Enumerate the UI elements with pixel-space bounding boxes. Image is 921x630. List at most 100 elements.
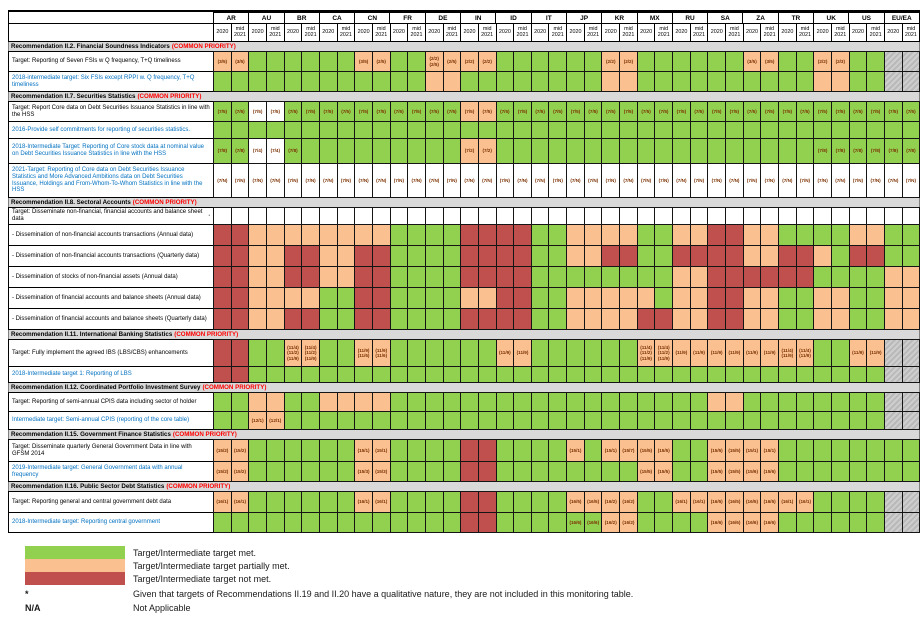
cell-JP-2020	[566, 266, 585, 288]
legend: Target/Intermediate target met. Target/I…	[25, 546, 633, 613]
cell-IT-2020	[530, 138, 550, 164]
cell-ZA-2020	[742, 138, 762, 164]
year-header-br-2020: 2020	[283, 23, 303, 42]
cell-CN-mid2021: (7/N)	[371, 163, 391, 198]
year-header-ca-mid2021: mid 2021	[336, 23, 356, 42]
table-row: 2021-Target: Reporting of Core data on D…	[8, 163, 921, 198]
cell-JP-2020	[566, 339, 585, 367]
legend-row-partial: Target/Intermediate target partially met…	[25, 559, 633, 572]
cell-US-mid2021	[866, 71, 885, 92]
cell-DE-mid2021	[442, 207, 462, 225]
cell-AR-mid2021	[230, 266, 250, 288]
year-header-de-mid2021: mid 2021	[442, 23, 462, 42]
cell-EU-EA-mid2021	[901, 266, 921, 288]
cell-FR-2020	[389, 245, 409, 267]
cell-JP-mid2021: (16/5)	[583, 491, 603, 513]
cell-MX-2020: (7/N)	[636, 163, 656, 198]
cell-TR-mid2021: (11/4) (11/9)	[795, 339, 815, 367]
table-row: Target: Report Core data on Debt Securit…	[8, 101, 921, 122]
cell-BR-2020	[283, 491, 303, 513]
cell-AU-mid2021	[265, 207, 285, 225]
cell-JP-2020	[566, 224, 585, 246]
cell-CA-2020	[318, 224, 338, 246]
cell-CN-2020	[354, 121, 373, 139]
cell-KR-2020: (16/2)	[601, 512, 621, 533]
cell-ID-mid2021	[513, 121, 532, 139]
cell-AU-2020	[248, 266, 267, 288]
cell-AU-2020	[248, 51, 267, 72]
cell-IT-mid2021	[548, 512, 568, 533]
table-row: Target: Disseminate quarterly General Go…	[8, 439, 921, 462]
cell-IT-mid2021	[548, 339, 568, 367]
cell-ZA-mid2021	[760, 138, 779, 164]
cell-US-mid2021	[866, 266, 885, 288]
cell-IN-mid2021: (2/2)	[477, 51, 497, 72]
cell-CN-2020	[354, 207, 373, 225]
cell-TR-mid2021: (7/5)	[795, 101, 815, 122]
cell-SA-2020	[707, 411, 727, 430]
cell-IN-mid2021	[477, 224, 497, 246]
cell-JP-mid2021	[583, 308, 603, 330]
cell-UK-mid2021	[830, 411, 850, 430]
cell-IT-mid2021	[548, 392, 568, 412]
cell-CN-2020: (11/9) (11/6)	[354, 339, 373, 367]
cell-EU-EA-mid2021	[901, 366, 921, 383]
cell-KR-mid2021	[619, 339, 638, 367]
cell-BR-mid2021	[301, 461, 320, 482]
cell-EU-EA-mid2021	[901, 207, 921, 225]
cell-EU-EA-2020	[883, 392, 903, 412]
row-label: 2021-Target: Reporting of Core data on D…	[8, 163, 214, 198]
cell-UK-mid2021	[830, 71, 850, 92]
section-title: Recommendation II.7. Securities Statisti…	[11, 93, 136, 100]
row-label: 2019-Intermediate target: General Govern…	[8, 461, 214, 482]
cell-MX-mid2021	[654, 121, 674, 139]
cell-FR-2020	[389, 266, 409, 288]
cell-CN-2020	[354, 266, 373, 288]
cell-ZA-mid2021: (16/5)	[760, 491, 779, 513]
cell-IN-mid2021: (7/2)	[477, 138, 497, 164]
cell-AR-mid2021	[230, 411, 250, 430]
cell-BR-2020	[283, 121, 303, 139]
cell-RU-2020: (11/9)	[672, 339, 691, 367]
cell-ZA-mid2021: (7/N)	[760, 163, 779, 198]
cell-DE-mid2021	[442, 491, 462, 513]
cell-UK-mid2021: (2/3)	[830, 51, 850, 72]
cell-JP-2020	[566, 121, 585, 139]
cell-SA-2020	[707, 207, 727, 225]
cell-KR-2020: (15/1)	[601, 439, 621, 462]
cell-SA-mid2021	[725, 245, 744, 267]
cell-TR-mid2021	[795, 266, 815, 288]
cell-IT-mid2021	[548, 439, 568, 462]
cell-US-mid2021	[866, 121, 885, 139]
cell-TR-2020	[778, 51, 797, 72]
cell-ZA-mid2021	[760, 224, 779, 246]
cell-DE-2020	[424, 287, 444, 309]
cell-US-2020: (7/5)	[848, 101, 868, 122]
cell-RU-mid2021: (7/5)	[689, 101, 709, 122]
legend-label-met: Target/Intermediate target met.	[133, 547, 257, 558]
cell-BR-2020: (7/N)	[283, 163, 303, 198]
cell-US-2020	[848, 266, 868, 288]
cell-JP-2020: (16/6)	[566, 512, 585, 533]
cell-DE-mid2021	[442, 138, 462, 164]
row-label: Target: Reporting of semi-annual CPIS da…	[8, 392, 214, 412]
cell-TR-2020	[778, 224, 797, 246]
cell-SA-mid2021: (7/5)	[725, 101, 744, 122]
cell-KR-mid2021	[619, 224, 638, 246]
row-cells: (16/1) (16/1) (16/1) (16/1) (16/5) (16/5) (16/…	[213, 491, 921, 513]
cell-EU-EA-2020	[883, 339, 903, 367]
table-row: 2018-intermediate target: Six FSIs excep…	[8, 71, 921, 92]
cell-RU-mid2021	[689, 439, 709, 462]
cell-ZA-2020	[742, 224, 762, 246]
cell-UK-2020	[813, 339, 832, 367]
cell-JP-2020	[566, 366, 585, 383]
cell-US-2020	[848, 439, 868, 462]
cell-IT-2020	[530, 287, 550, 309]
cell-AU-2020: (12/1)	[248, 411, 267, 430]
cell-DE-mid2021	[442, 366, 462, 383]
cell-SA-mid2021	[725, 366, 744, 383]
year-header-au-2020: 2020	[248, 23, 267, 42]
cell-RU-mid2021: (11/9)	[689, 339, 709, 367]
cell-KR-2020	[601, 392, 621, 412]
cell-EU-EA-mid2021	[901, 224, 921, 246]
